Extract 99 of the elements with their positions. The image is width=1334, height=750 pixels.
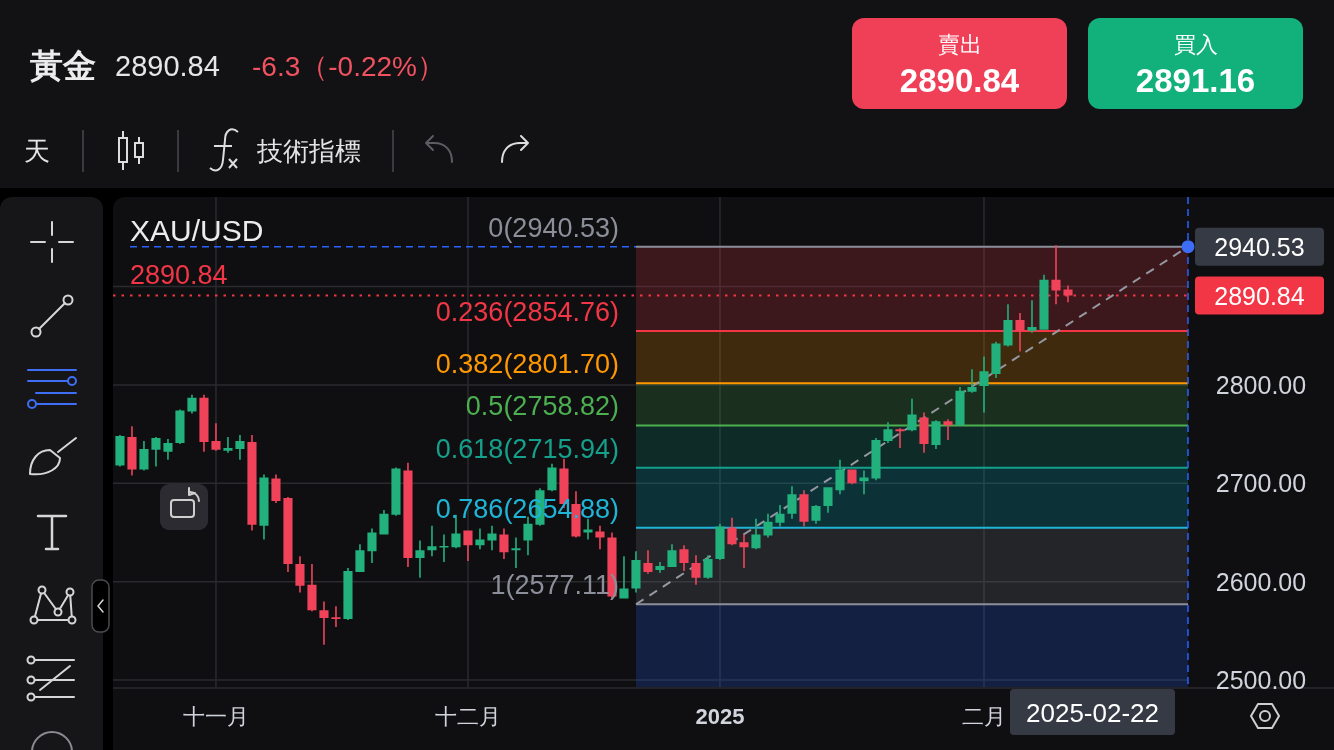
ref-line-label: 0(2940.53) xyxy=(488,212,619,243)
candlestick xyxy=(679,545,689,571)
x-tick-label: 2025 xyxy=(695,704,745,729)
candlestick xyxy=(331,606,341,627)
candlestick xyxy=(163,439,173,460)
text: 2891.16 xyxy=(1135,62,1256,99)
candlestick xyxy=(307,564,317,612)
candlestick xyxy=(379,509,389,535)
y-tick-label: 2600.00 xyxy=(1215,567,1307,596)
ref-line-label: 0.5(2758.82) xyxy=(465,391,619,422)
candlestick xyxy=(295,556,305,593)
text: 買入 xyxy=(1173,32,1218,57)
candlestick xyxy=(415,540,425,578)
candlestick xyxy=(631,551,641,593)
candlestick xyxy=(547,463,557,492)
candlestick xyxy=(667,544,677,567)
candlestick xyxy=(871,438,881,481)
candlestick xyxy=(1027,300,1037,333)
y-tick-label: 2800.00 xyxy=(1215,370,1307,399)
text: 賣出 xyxy=(937,32,982,57)
candlestick xyxy=(403,462,413,567)
candlestick xyxy=(115,435,125,467)
candlestick xyxy=(499,528,509,560)
annotation: XAU/USD xyxy=(130,214,264,247)
candlestick xyxy=(427,525,437,557)
x-tick-label: 十二月 xyxy=(434,704,501,729)
ref-line-label: 0.382(2801.70) xyxy=(435,349,619,380)
candlestick xyxy=(763,513,773,538)
candlestick xyxy=(367,528,377,564)
candlestick xyxy=(439,534,449,563)
text: 天 xyxy=(24,136,50,166)
candlestick xyxy=(895,428,905,448)
candlestick xyxy=(235,435,245,460)
candlestick xyxy=(943,419,953,441)
candlestick xyxy=(487,525,497,551)
text: 技術指標 xyxy=(256,136,361,166)
x-tick-label: 二月 xyxy=(961,704,1006,729)
candlestick xyxy=(1039,274,1049,330)
candlestick xyxy=(811,504,821,524)
candlestick xyxy=(127,426,137,476)
candlestick xyxy=(211,423,221,451)
candlestick xyxy=(739,534,749,568)
candlestick xyxy=(475,528,485,550)
candlestick xyxy=(391,467,401,516)
candlestick xyxy=(751,518,761,550)
candlestick xyxy=(595,525,605,550)
candlestick xyxy=(775,504,785,527)
candlestick xyxy=(259,474,269,540)
y-tick-label: 2700.00 xyxy=(1215,469,1307,498)
text: 2025-02-22 xyxy=(1026,698,1159,728)
candlestick xyxy=(343,567,353,621)
candlestick xyxy=(271,474,281,503)
candlestick xyxy=(511,537,521,568)
ref-line-label: 0.236(2854.76) xyxy=(435,297,619,328)
x-tick-label: 十一月 xyxy=(182,704,249,729)
candlestick xyxy=(715,523,725,561)
candlestick xyxy=(883,422,893,443)
candlestick xyxy=(787,486,797,519)
candlestick xyxy=(247,435,257,531)
candlestick xyxy=(979,356,989,413)
candlestick xyxy=(859,470,869,495)
candlestick xyxy=(319,601,329,645)
candlestick xyxy=(463,530,473,562)
text: 2940.53 xyxy=(1214,232,1305,261)
candlestick xyxy=(955,386,965,426)
candlestick xyxy=(151,437,161,467)
candlestick xyxy=(823,487,833,513)
candlestick xyxy=(355,544,365,572)
candlestick xyxy=(727,517,737,546)
text: -6.3（-0.22%） xyxy=(252,51,445,82)
candlestick xyxy=(655,562,665,573)
candlestick xyxy=(991,341,1001,379)
candlestick xyxy=(703,555,713,579)
candlestick xyxy=(1051,245,1061,305)
candlestick xyxy=(967,369,977,393)
y-tick-label: 2500.00 xyxy=(1215,666,1307,695)
candlestick xyxy=(643,550,653,574)
ref-line-label: 0.618(2715.94) xyxy=(435,433,619,464)
candlestick xyxy=(187,394,197,414)
candlestick xyxy=(139,441,149,471)
candlestick xyxy=(283,497,293,572)
text: 2890.84 xyxy=(115,50,220,82)
candlestick xyxy=(175,409,185,444)
candlestick xyxy=(1003,304,1013,347)
candlestick xyxy=(931,420,941,449)
chart-title: 黃金 xyxy=(30,47,96,84)
candlestick xyxy=(199,394,209,452)
candlestick xyxy=(835,459,845,495)
candlestick xyxy=(1015,313,1025,352)
candlestick xyxy=(799,490,809,527)
candlestick xyxy=(1063,285,1073,303)
ref-line-label: 2890.84 xyxy=(130,259,228,290)
candlestick xyxy=(907,398,917,432)
candlestick xyxy=(691,555,701,585)
candlestick xyxy=(619,556,629,599)
text: 2890.84 xyxy=(899,62,1020,99)
candlestick xyxy=(919,412,929,453)
text: 2890.84 xyxy=(1214,281,1305,310)
candlestick xyxy=(223,437,233,453)
